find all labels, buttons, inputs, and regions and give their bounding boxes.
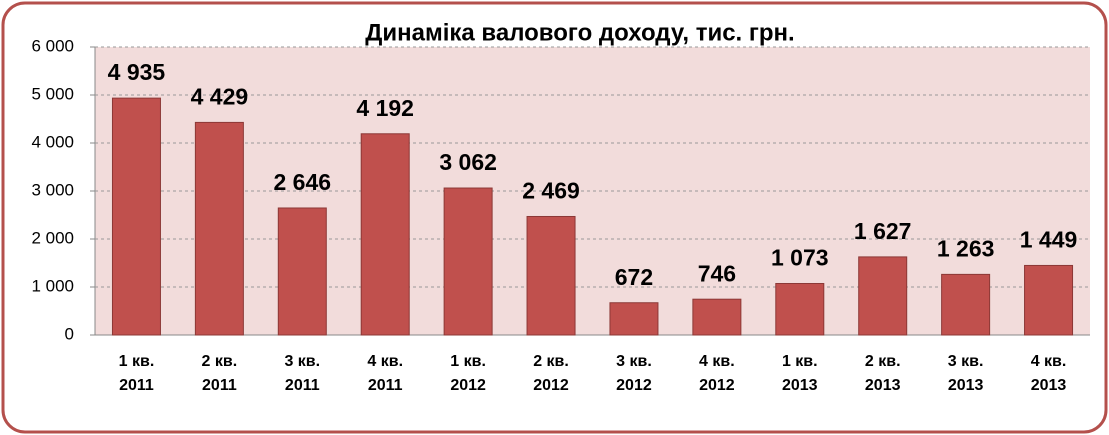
value-label: 1 073 bbox=[771, 245, 829, 271]
x-tick-label: 2 кв. 2013 bbox=[864, 353, 901, 394]
x-tick-label: 3 кв. 2011 bbox=[284, 353, 321, 394]
bar bbox=[277, 207, 327, 336]
chart-title: Динаміка валового доходу, тис. грн. bbox=[365, 19, 794, 46]
x-tick-label: 3 кв. 2012 bbox=[616, 353, 652, 394]
value-label: 3 062 bbox=[439, 149, 497, 175]
value-label: 1 627 bbox=[854, 218, 912, 244]
value-label: 4 429 bbox=[191, 83, 249, 109]
x-tick-label: 4 кв. 2011 bbox=[367, 353, 404, 394]
value-label: 4 935 bbox=[108, 59, 166, 85]
y-tick-label: 6 000 bbox=[31, 36, 74, 55]
x-tick-label: 1 кв. 2012 bbox=[450, 353, 486, 394]
bar bbox=[941, 273, 991, 336]
x-tick-label: 2 кв. 2012 bbox=[533, 353, 569, 394]
x-tick-label: 1 кв. 2011 bbox=[118, 353, 155, 394]
value-label: 746 bbox=[698, 260, 736, 286]
x-tick-label: 4 кв. 2013 bbox=[1030, 353, 1067, 394]
y-tick-label: 5 000 bbox=[31, 84, 74, 103]
bar bbox=[692, 298, 742, 336]
y-tick-label: 4 000 bbox=[31, 132, 74, 151]
value-label: 1 449 bbox=[1020, 227, 1078, 253]
bar bbox=[443, 187, 493, 336]
y-tick-label: 0 bbox=[65, 324, 74, 343]
value-label: 2 469 bbox=[522, 178, 580, 204]
x-tick-label: 4 кв. 2012 bbox=[699, 353, 735, 394]
x-tick-label: 1 кв. 2013 bbox=[781, 353, 818, 394]
x-tick-label: 3 кв. 2013 bbox=[947, 353, 984, 394]
bar bbox=[1024, 264, 1074, 336]
bar bbox=[526, 215, 576, 336]
bar bbox=[194, 121, 244, 336]
value-label: 4 192 bbox=[356, 95, 414, 121]
y-tick-label: 1 000 bbox=[31, 276, 74, 295]
y-tick-label: 2 000 bbox=[31, 228, 74, 247]
bar bbox=[609, 302, 659, 336]
bar bbox=[858, 256, 908, 336]
bar bbox=[111, 97, 161, 336]
value-label: 1 263 bbox=[937, 235, 995, 261]
value-label: 2 646 bbox=[274, 169, 332, 195]
bar bbox=[775, 282, 825, 336]
bar bbox=[360, 133, 410, 336]
y-tick-label: 3 000 bbox=[31, 180, 74, 199]
value-label: 672 bbox=[615, 264, 653, 290]
x-tick-label: 2 кв. 2011 bbox=[201, 353, 238, 394]
